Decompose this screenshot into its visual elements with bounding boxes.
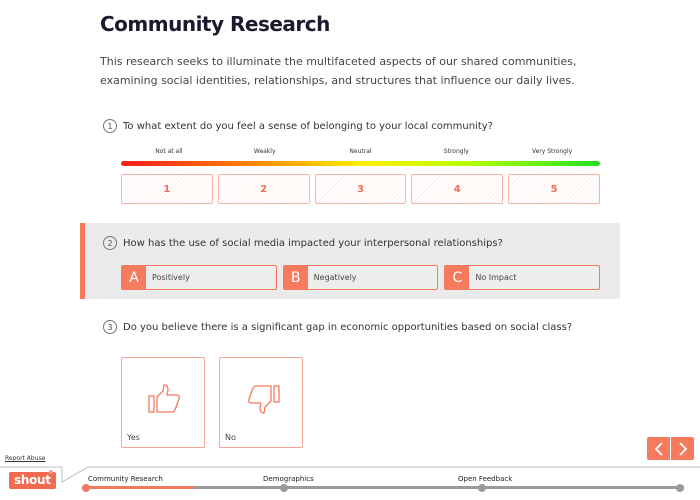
next-button[interactable] xyxy=(671,437,694,460)
page-title: Community Research xyxy=(100,12,330,36)
page-navigation xyxy=(647,437,694,460)
scale-label-2: Weakly xyxy=(253,148,276,155)
yes-option[interactable]: Yes xyxy=(121,357,205,448)
scale-label-5: Very Strongly xyxy=(531,148,573,155)
page-intro: This research seeks to illuminate the mu… xyxy=(100,55,577,87)
step-dot-2[interactable] xyxy=(280,484,288,492)
rating-option-2[interactable]: 2 xyxy=(217,174,310,204)
choice-letter-c: C xyxy=(445,266,470,289)
report-abuse-link[interactable]: Report Abuse xyxy=(5,455,46,462)
choice-no-impact[interactable]: C No Impact xyxy=(444,265,601,290)
rating-option-4[interactable]: 4 xyxy=(411,174,504,204)
rating-scale: 1 2 3 4 5 xyxy=(121,174,600,204)
progress-track xyxy=(86,486,684,489)
question-number-3: 3 xyxy=(103,320,117,334)
scale-label-1: Not at all xyxy=(155,148,183,155)
step-dot-1[interactable] xyxy=(82,484,90,492)
chevron-left-icon xyxy=(654,441,663,456)
choice-positively[interactable]: A Positively xyxy=(121,265,277,290)
choice-label: Positively xyxy=(152,273,190,282)
choice-negatively[interactable]: B Negatively xyxy=(282,265,439,290)
question-1: 1 To what extent do you feel a sense of … xyxy=(103,119,493,133)
step-dot-end[interactable] xyxy=(676,484,684,492)
question-2: 2 How has the use of social media impact… xyxy=(103,236,503,250)
scale-label-4: Strongly xyxy=(443,148,469,155)
choice-label: No Impact xyxy=(475,273,517,282)
choice-list: A Positively B Negatively C No Impact xyxy=(121,265,601,290)
no-label: No xyxy=(225,433,236,442)
progress-fill xyxy=(86,486,194,489)
rating-gradient-bar xyxy=(121,161,600,166)
thumbs-up-icon xyxy=(148,384,180,413)
step-open-feedback[interactable]: Open Feedback xyxy=(458,475,513,483)
step-community-research[interactable]: Community Research xyxy=(88,475,163,483)
scale-label-3: Neutral xyxy=(349,148,372,155)
yes-label: Yes xyxy=(127,433,140,442)
question-text-1: To what extent do you feel a sense of be… xyxy=(123,120,493,132)
step-dot-3[interactable] xyxy=(478,484,486,492)
no-option[interactable]: No xyxy=(219,357,303,448)
step-demographics[interactable]: Demographics xyxy=(263,475,314,483)
shout-logo: shout xyxy=(9,472,56,489)
thumb-choices: Yes No xyxy=(121,357,303,448)
rating-option-1[interactable]: 1 xyxy=(121,174,213,204)
chevron-right-icon xyxy=(678,441,687,456)
choice-label: Negatively xyxy=(313,273,357,282)
question-text-3: Do you believe there is a significant ga… xyxy=(123,321,573,333)
question-number-2: 2 xyxy=(103,236,117,250)
rating-option-5[interactable]: 5 xyxy=(508,174,600,204)
question-number-1: 1 xyxy=(103,119,117,133)
thumbs-down-icon xyxy=(248,385,280,414)
choice-letter-b: B xyxy=(283,266,308,289)
scale-labels: Not at all Weakly Neutral Strongly Very … xyxy=(121,148,600,155)
logo-dot xyxy=(49,470,53,474)
prev-button[interactable] xyxy=(647,437,670,460)
rating-option-3[interactable]: 3 xyxy=(314,174,407,204)
question-text-2: How has the use of social media impacted… xyxy=(123,237,503,249)
question-3: 3 Do you believe there is a significant … xyxy=(103,320,572,334)
choice-letter-a: A xyxy=(122,266,146,289)
footer-divider xyxy=(0,466,700,483)
